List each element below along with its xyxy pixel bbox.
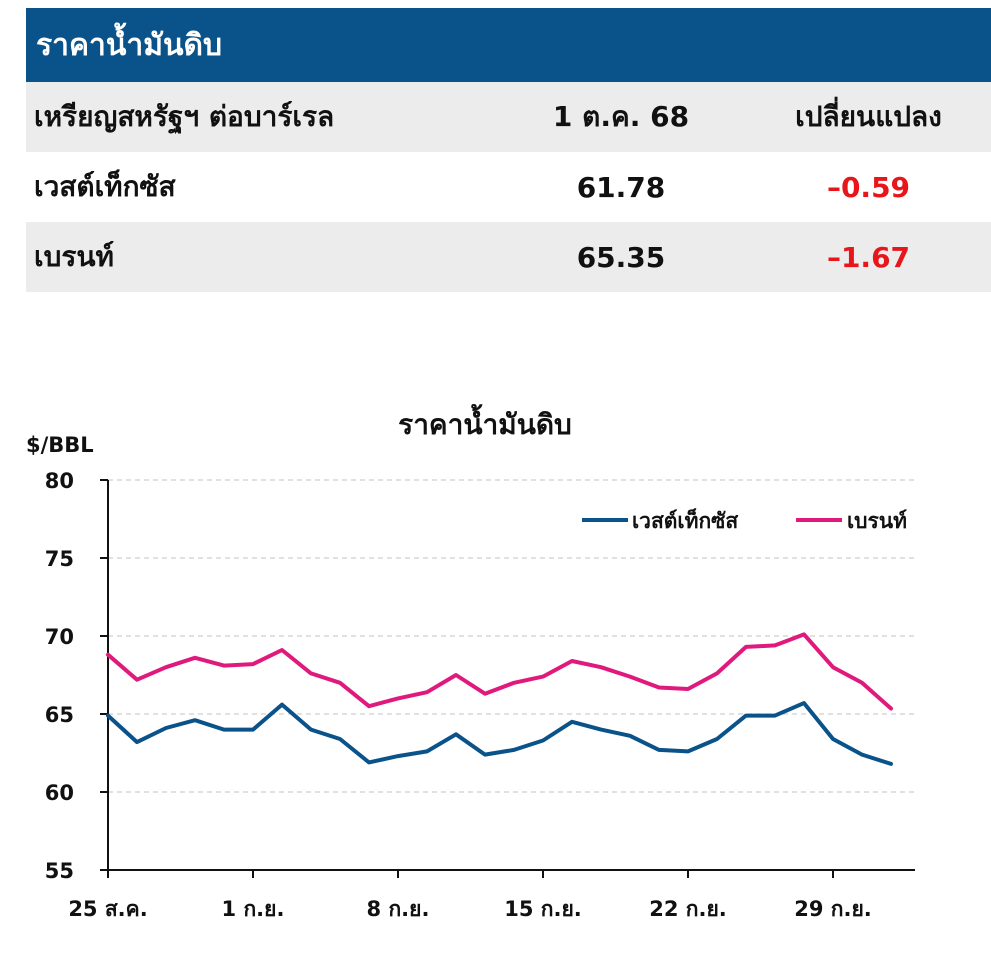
x-tick-label: 15 ก.ย. xyxy=(504,897,582,921)
table-header-row: เหรียญสหรัฐฯ ต่อบาร์เรล 1 ต.ค. 68 เปลี่ย… xyxy=(26,82,991,152)
x-tick-label: 22 ก.ย. xyxy=(649,897,727,921)
y-tick-label: 65 xyxy=(45,703,74,727)
oil-price-table: ราคาน้ำมันดิบ เหรียญสหรัฐฯ ต่อบาร์เรล 1 … xyxy=(26,8,991,292)
x-tick-label: 1 ก.ย. xyxy=(222,897,285,921)
chart-title: ราคาน้ำมันดิบ xyxy=(398,403,572,441)
header-change: เปลี่ยนแปลง xyxy=(795,100,942,133)
y-tick-label: 70 xyxy=(45,625,74,649)
series-line-brent xyxy=(106,632,893,711)
table-title: ราคาน้ำมันดิบ xyxy=(26,8,991,82)
legend-label: เวสต์เท็กซัส xyxy=(632,507,738,533)
oil-price-chart: ราคาน้ำมันดิบ $/BBL 80 75 70 65 60 55 25 ส.ค. 1 ก… xyxy=(26,403,915,921)
y-tick-label: 55 xyxy=(45,859,74,883)
y-tick-label: 75 xyxy=(45,547,74,571)
table-row: เวสต์เท็กซัส 61.78 –0.59 xyxy=(26,152,991,222)
series-line-wti xyxy=(106,701,893,766)
header-unit-label: เหรียญสหรัฐฯ ต่อบาร์เรล xyxy=(34,100,335,133)
row-name: เบรนท์ xyxy=(34,240,114,273)
y-tick-label: 80 xyxy=(45,469,74,493)
header-date: 1 ต.ค. 68 xyxy=(552,100,690,133)
row-price: 61.78 xyxy=(576,170,666,204)
legend-label: เบรนท์ xyxy=(847,509,907,533)
y-tick-label: 60 xyxy=(45,781,74,805)
row-name: เวสต์เท็กซัส xyxy=(34,170,176,203)
x-tick-label: 29 ก.ย. xyxy=(794,897,872,921)
row-change: –0.59 xyxy=(826,170,911,204)
table-row: เบรนท์ 65.35 –1.67 xyxy=(26,222,991,292)
x-tick-label: 8 ก.ย. xyxy=(367,897,430,921)
row-price: 65.35 xyxy=(576,240,666,274)
y-axis-label: $/BBL xyxy=(26,433,94,457)
row-change: –1.67 xyxy=(826,240,911,274)
x-tick-label: 25 ส.ค. xyxy=(68,897,147,921)
